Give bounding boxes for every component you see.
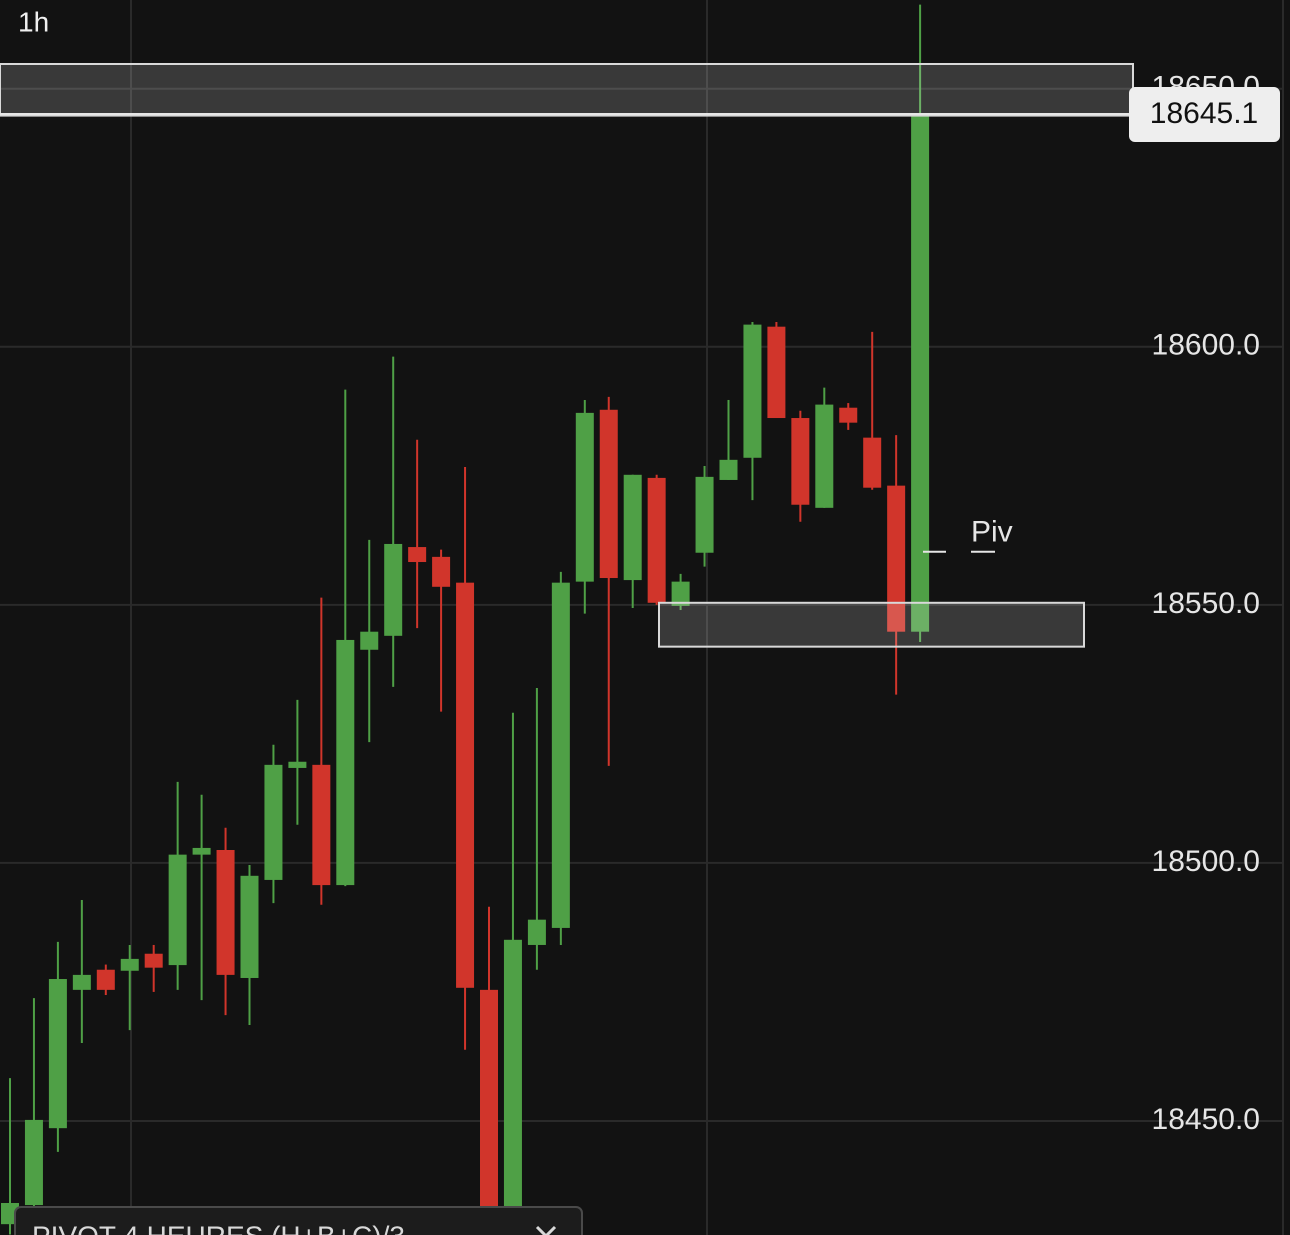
candle-body [623,474,642,581]
candle-body [24,1119,43,1206]
candle-body [839,407,858,423]
candle-body [384,543,403,636]
candle-body [647,477,666,603]
candle-body [48,979,67,1129]
candle-body [288,761,307,768]
candle-body [240,875,259,978]
y-tick-label: 18500.0 [1152,845,1260,878]
candle-body [312,764,331,886]
candle-body [360,631,379,650]
candle-body [503,939,522,1225]
y-tick-label: 18600.0 [1152,329,1260,362]
candle-body [887,485,906,632]
candle-body [72,974,91,990]
candle-body [743,324,762,458]
candle-body [408,547,427,563]
candle-body [815,404,834,508]
candle-body [671,581,690,606]
indicator-label: PIVOT 4 HEURES (H+B+C)/3 [32,1220,405,1235]
candle-body [480,989,498,1225]
candle-body [791,418,810,505]
candle-body [863,437,882,488]
candle-body [599,409,618,579]
candle-body [719,459,738,480]
candle-body [551,582,570,928]
candle-body [168,854,187,966]
indicator-legend[interactable]: PIVOT 4 HEURES (H+B+C)/3 [14,1206,583,1235]
candle-body [192,847,211,855]
candle-body [264,764,283,880]
candle-body [456,582,475,988]
candle-body [96,969,115,990]
price-tag [1129,87,1280,143]
candle-body [432,556,451,587]
zone [658,601,1085,648]
candle-body [336,639,355,886]
pivot-label: Piv [971,516,1013,549]
price-tag-label: 18645.1 [1150,97,1258,130]
candle-body [695,476,714,553]
candle-body [527,919,546,945]
candle-body [767,326,786,419]
y-tick-label: 18450.0 [1152,1103,1260,1136]
candle-body [911,114,930,632]
candle-body [575,412,594,582]
candle-body [144,953,163,968]
candle-body [216,849,235,975]
candle-body [120,958,139,971]
y-tick-label: 18550.0 [1152,587,1260,620]
legend-box [14,1206,583,1235]
timeframe: 1h [18,6,49,37]
close-icon[interactable] [535,1225,557,1235]
zone [0,62,1134,117]
